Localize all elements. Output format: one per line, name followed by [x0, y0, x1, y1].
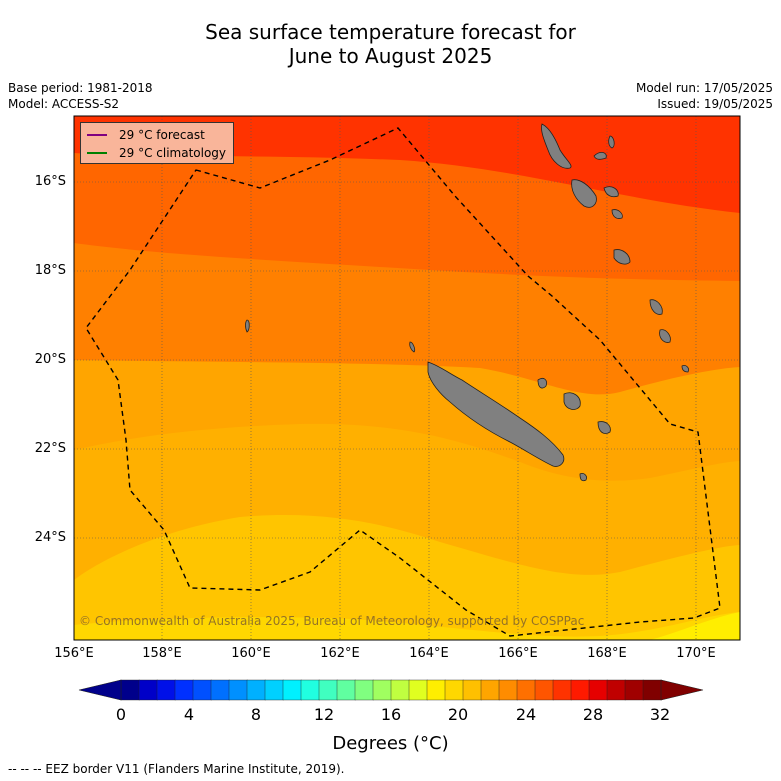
legend-climatology-entry: 29 °C climatology	[87, 145, 226, 161]
colorbar-max-arrow	[660, 679, 704, 701]
colorbar-tick-12: 12	[313, 705, 335, 724]
vanuatu-espiritu-santo	[541, 123, 572, 169]
colorbar-segment	[138, 679, 158, 701]
lon-label-156e: 156°E	[54, 646, 94, 661]
legend-forecast-label: 29 °C forecast	[119, 128, 205, 142]
map-frame	[73, 115, 741, 641]
colorbar-segment	[570, 679, 590, 701]
isle-of-pines	[579, 473, 587, 482]
lat-label-18s: 18°S	[34, 263, 66, 278]
colorbar-segment	[606, 679, 626, 701]
colorbar-segment	[624, 679, 644, 701]
colorbar-segment	[498, 679, 518, 701]
lat-label-16s: 16°S	[34, 174, 66, 189]
colorbar-min-arrow	[78, 679, 122, 701]
land-masses	[245, 123, 689, 482]
colorbar-tick-28: 28	[582, 705, 604, 724]
colorbar-segment	[408, 679, 428, 701]
colorbar-segment	[264, 679, 284, 701]
small-islet-1	[681, 365, 689, 373]
temperature-bands	[74, 116, 740, 640]
issued-label: Issued: 19/05/2025	[657, 97, 773, 111]
copyright-notice: © Commonwealth of Australia 2025, Bureau…	[79, 614, 585, 628]
model-label: Model: ACCESS-S2	[8, 97, 120, 111]
colorbar-label: Degrees (°C)	[332, 733, 449, 754]
lon-label-158e: 158°E	[142, 646, 182, 661]
colorbar-tick-4: 4	[183, 705, 195, 724]
graticule	[74, 116, 740, 640]
legend-forecast-entry: 29 °C forecast	[87, 127, 205, 143]
colorbar-segment	[552, 679, 572, 701]
legend-climatology-line	[87, 152, 107, 154]
legend-forecast-line	[87, 134, 107, 136]
map-legend: 29 °C forecast 29 °C climatology	[80, 122, 234, 164]
colorbar-segment	[336, 679, 356, 701]
colorbar-segment	[192, 679, 212, 701]
colorbar-tick-24: 24	[515, 705, 537, 724]
colorbar-segment	[480, 679, 500, 701]
colorbar-segment	[282, 679, 302, 701]
lat-label-20s: 20°S	[34, 352, 66, 367]
eez-border	[85, 127, 721, 637]
vanuatu-malekula	[571, 179, 597, 208]
loyalty-mare	[597, 421, 611, 434]
model-run-label: Model run: 17/05/2025	[635, 81, 773, 95]
chesterfield-islet	[245, 319, 250, 333]
legend-climatology-label: 29 °C climatology	[119, 146, 227, 160]
colorbar-segment	[300, 679, 320, 701]
matthew-hunter-1	[649, 299, 663, 315]
colorbar	[78, 679, 704, 701]
chart-title-line2: June to August 2025	[288, 44, 493, 68]
chart-title-line1: Sea surface temperature forecast for	[205, 20, 576, 44]
band-6	[74, 514, 740, 640]
colorbar-tick-32: 32	[649, 705, 671, 724]
colorbar-segment	[120, 679, 140, 701]
vanuatu-small-1	[593, 152, 607, 160]
belep-islet	[409, 341, 416, 353]
colorbar-segment	[390, 679, 410, 701]
vanuatu-efate	[613, 249, 631, 265]
colorbar-segment	[246, 679, 266, 701]
colorbar-tick-8: 8	[250, 705, 262, 724]
colorbar-segment	[516, 679, 536, 701]
colorbar-segment	[228, 679, 248, 701]
new-caledonia-land	[427, 361, 565, 467]
colorbar-segment	[210, 679, 230, 701]
lon-label-168e: 168°E	[587, 646, 627, 661]
colorbar-segment	[462, 679, 482, 701]
lon-label-162e: 162°E	[320, 646, 360, 661]
colorbar-segment	[588, 679, 608, 701]
eez-footnote: -- -- -- EEZ border V11 (Flanders Marine…	[8, 762, 345, 776]
loyalty-ouvea	[537, 378, 547, 389]
colorbar-segment	[534, 679, 554, 701]
band-7	[74, 612, 740, 640]
vanuatu-small-3	[603, 186, 619, 198]
lon-label-160e: 160°E	[231, 646, 271, 661]
colorbar-segment	[354, 679, 374, 701]
vanuatu-small-4	[611, 209, 623, 219]
loyalty-lifou	[563, 392, 581, 410]
colorbar-segment	[426, 679, 446, 701]
colorbar-segment	[444, 679, 464, 701]
lon-label-164e: 164°E	[409, 646, 449, 661]
colorbar-segment	[642, 679, 662, 701]
lat-label-22s: 22°S	[34, 441, 66, 456]
colorbar-tick-16: 16	[380, 705, 402, 724]
lon-label-166e: 166°E	[498, 646, 538, 661]
band-8	[650, 612, 740, 640]
colorbar-segment	[174, 679, 194, 701]
base-period-label: Base period: 1981-2018	[8, 81, 153, 95]
lat-label-24s: 24°S	[34, 530, 66, 545]
colorbar-tick-20: 20	[447, 705, 469, 724]
lon-label-170e: 170°E	[676, 646, 716, 661]
colorbar-segment	[156, 679, 176, 701]
colorbar-segment	[318, 679, 338, 701]
colorbar-tick-0: 0	[115, 705, 127, 724]
matthew-hunter-2	[659, 329, 671, 343]
colorbar-segment	[372, 679, 392, 701]
vanuatu-small-2	[608, 135, 615, 149]
